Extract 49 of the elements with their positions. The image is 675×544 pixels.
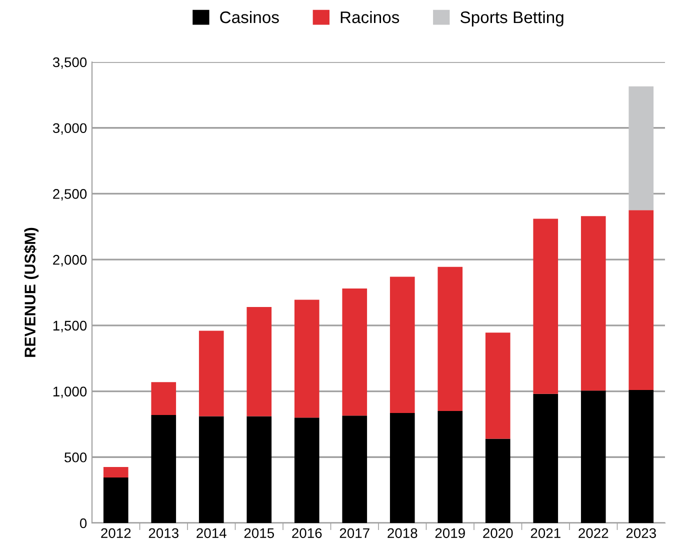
- x-tick-label: 2020: [483, 528, 513, 538]
- bar: [151, 382, 176, 415]
- bar: [294, 300, 320, 418]
- bar: [151, 414, 176, 523]
- x-tick-label: 2014: [196, 528, 226, 538]
- bar: [103, 478, 128, 523]
- y-tick-label: 500: [64, 452, 87, 462]
- bar: [438, 266, 463, 412]
- legend-label: Casinos: [220, 10, 279, 24]
- x-tick-label: 2017: [340, 528, 370, 538]
- x-tick-label: 2015: [244, 528, 274, 538]
- bar: [533, 218, 558, 394]
- bar: [103, 467, 128, 478]
- x-tick-label: 2016: [292, 528, 322, 538]
- y-tick-label: 3,000: [52, 123, 87, 135]
- x-tick-label: 2018: [388, 528, 418, 538]
- y-tick-label: 1,500: [53, 320, 87, 332]
- bar: [580, 216, 606, 391]
- bar: [198, 416, 224, 523]
- x-tick-label: 2022: [578, 528, 608, 538]
- y-tick-label: 2,500: [53, 189, 87, 201]
- bar: [342, 288, 368, 416]
- bar: [580, 390, 606, 523]
- y-tick-label: 0: [80, 518, 87, 528]
- x-tick-label: 2012: [101, 528, 131, 538]
- bar: [342, 416, 368, 523]
- bar: [628, 390, 654, 523]
- x-tick-label: 2019: [435, 528, 465, 538]
- bar: [198, 330, 224, 416]
- bar: [628, 86, 654, 210]
- bar: [246, 416, 272, 523]
- y-tick-label: 3,500: [52, 57, 87, 69]
- y-tick-label: 1,000: [53, 386, 87, 398]
- legend-label: Sports Betting: [460, 10, 564, 27]
- y-axis-title: REVENUE (US$M): [24, 228, 38, 357]
- bar: [485, 332, 510, 439]
- bar: [390, 413, 415, 523]
- bar: [485, 438, 510, 523]
- bar: [438, 411, 463, 523]
- x-tick-label: 2023: [626, 528, 656, 538]
- y-tick-label: 2,000: [53, 254, 87, 266]
- bar: [628, 210, 654, 390]
- bar: [246, 306, 272, 416]
- legend-label: Racinos: [340, 10, 400, 24]
- x-tick-label: 2013: [148, 528, 178, 538]
- bar: [533, 394, 558, 523]
- x-tick-label: 2021: [530, 528, 560, 538]
- bar: [294, 418, 320, 523]
- bar: [390, 276, 415, 414]
